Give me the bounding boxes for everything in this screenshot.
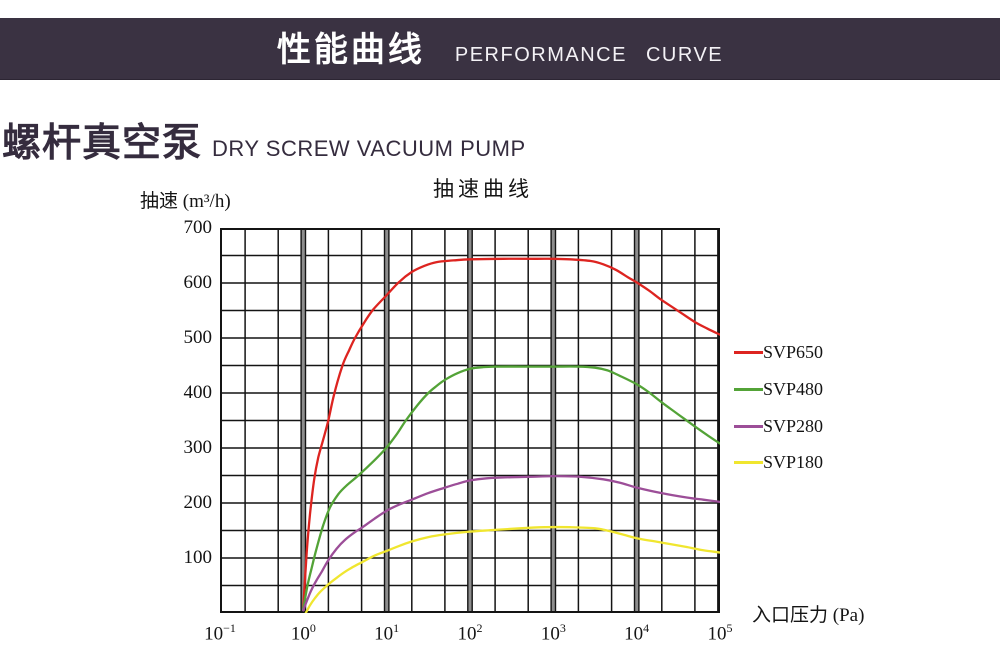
product-title-en: DRY SCREW VACUUM PUMP bbox=[212, 136, 526, 161]
pumping-speed-plot bbox=[220, 227, 723, 614]
v-gridline-decade-band bbox=[384, 228, 389, 613]
x-tick-label: 101 bbox=[374, 621, 400, 645]
x-tick-label: 10−1 bbox=[204, 621, 236, 645]
y-tick-label: 300 bbox=[183, 437, 213, 458]
plot-frame bbox=[220, 228, 720, 613]
legend-line-swatch bbox=[734, 461, 763, 465]
y-tick-label: 600 bbox=[183, 272, 213, 293]
legend-label: SVP180 bbox=[763, 452, 824, 473]
legend-label: SVP650 bbox=[763, 342, 824, 362]
x-axis-label: 入口压力 (Pa) bbox=[752, 605, 865, 626]
x-tick-label: 104 bbox=[624, 621, 650, 645]
product-heading: 螺杆真空泵 DRY SCREW VACUUM PUMP bbox=[2, 112, 526, 168]
page-header-banner: 性能曲线 PERFORMANCE CURVE bbox=[0, 18, 1000, 80]
x-tick-label: 105 bbox=[707, 621, 733, 645]
x-tick-label: 100 bbox=[290, 621, 316, 645]
v-gridline-decade-band bbox=[301, 228, 306, 613]
curve-svp480 bbox=[302, 365, 720, 610]
curve-svp180 bbox=[304, 525, 720, 613]
product-title-zh: 螺杆真空泵 bbox=[2, 122, 203, 165]
x-tick-label: 102 bbox=[457, 621, 483, 645]
y-tick-label: 500 bbox=[183, 327, 213, 348]
performance-curve-canvas bbox=[220, 227, 723, 614]
legend-item-svp480: SVP480 bbox=[734, 379, 823, 400]
y-tick-label: 700 bbox=[183, 217, 213, 238]
legend-item-svp650: SVP650 bbox=[734, 342, 823, 363]
v-gridline-decade-band bbox=[467, 228, 473, 613]
page-title-en: PERFORMANCE CURVE bbox=[454, 44, 724, 66]
y-tick-label: 200 bbox=[183, 492, 213, 513]
legend-item-svp180: SVP180 bbox=[734, 452, 823, 473]
y-axis-unit-label: 抽速 (m³/h) bbox=[140, 191, 231, 212]
legend-item-svp280: SVP280 bbox=[734, 416, 823, 437]
legend-line-swatch bbox=[734, 424, 763, 428]
chart-title: 抽速曲线 bbox=[433, 177, 533, 201]
v-gridline-decade-band bbox=[634, 228, 639, 613]
legend-label: SVP480 bbox=[763, 378, 824, 399]
legend-label: SVP280 bbox=[763, 415, 824, 436]
v-gridline-decade-band bbox=[551, 228, 556, 613]
page-title-zh: 性能曲线 bbox=[276, 31, 425, 69]
curve-svp650 bbox=[302, 257, 720, 609]
y-tick-label: 100 bbox=[183, 547, 213, 568]
x-tick-label: 103 bbox=[540, 621, 566, 645]
legend-line-swatch bbox=[734, 387, 763, 391]
legend-line-swatch bbox=[734, 351, 763, 354]
y-tick-label: 400 bbox=[183, 382, 213, 403]
curve-svp280 bbox=[302, 474, 720, 612]
